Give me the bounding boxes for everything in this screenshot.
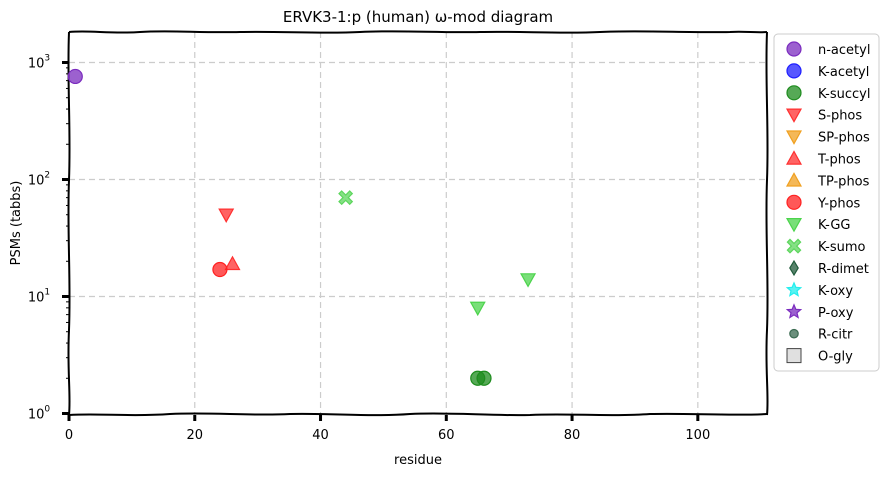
legend-label: SP-phos xyxy=(818,131,870,146)
legend-label: K-GG xyxy=(818,218,850,233)
legend-marker-Y-phos xyxy=(786,194,802,210)
legend-label: n-acetyl xyxy=(818,43,870,58)
y-tick-base: 10 xyxy=(28,174,45,189)
y-tick-exponent: 3 xyxy=(44,54,50,64)
chart-title: ERVK3-1:p (human) ω-mod diagram xyxy=(283,8,553,26)
x-axis-label: residue xyxy=(394,453,442,468)
data-point-K-GG xyxy=(469,301,486,317)
legend-label: K-acetyl xyxy=(818,65,869,80)
legend-label: O-gly xyxy=(818,350,853,365)
y-tick-label: 101 xyxy=(28,288,50,306)
legend-marker-R-citr xyxy=(789,328,799,339)
x-tick-label: 80 xyxy=(564,428,581,443)
data-point-K-GG xyxy=(520,273,537,288)
data-point-K-sumo xyxy=(338,190,354,206)
grid-lines xyxy=(69,32,767,415)
y-axis-label: PSMs (tabbs) xyxy=(9,181,24,266)
y-tick-base: 10 xyxy=(28,408,45,423)
legend-marker-P-oxy xyxy=(785,303,803,319)
y-tick-label: 102 xyxy=(28,171,50,189)
x-tick-label: 100 xyxy=(685,428,710,443)
x-tick-label: 40 xyxy=(312,428,329,443)
data-point-T-phos xyxy=(224,255,241,271)
data-point-n-acetyl xyxy=(67,68,83,85)
plot-border-right xyxy=(765,31,769,416)
legend-label: Y-phos xyxy=(817,196,861,211)
legend-label: R-citr xyxy=(818,328,853,343)
legend-label: K-sumo xyxy=(818,240,866,255)
y-tick-exponent: 2 xyxy=(44,171,50,181)
legend-marker-TP-phos xyxy=(785,172,803,187)
legend-label: TP-phos xyxy=(817,174,870,189)
x-tick-label: 20 xyxy=(186,428,203,443)
y-tick-label: 100 xyxy=(28,405,51,423)
legend-label: P-oxy xyxy=(818,306,854,321)
y-tick-exponent: 1 xyxy=(44,288,50,298)
legend-marker-n-acetyl xyxy=(786,41,802,57)
legend-marker-R-dimet xyxy=(789,259,799,277)
legend-marker-SP-phos xyxy=(785,130,803,145)
plot-border-top xyxy=(68,30,768,34)
x-tick-label: 0 xyxy=(65,428,73,443)
legend-items: n-acetyl K-acetyl K-succyl S-phos SP-phos T-p… xyxy=(785,41,870,365)
legend-label: R-dimet xyxy=(818,262,869,277)
plot-border-bottom xyxy=(68,412,768,417)
y-tick-label: 103 xyxy=(28,54,50,72)
legend-marker-K-oxy xyxy=(785,281,803,297)
x-tick-label: 60 xyxy=(438,428,455,443)
legend-label: S-phos xyxy=(818,109,862,124)
data-point-K-succyl xyxy=(476,370,492,386)
legend-marker-K-acetyl xyxy=(786,63,802,79)
y-tick-base: 10 xyxy=(28,57,45,72)
y-tick-exponent: 0 xyxy=(44,405,50,415)
legend-box xyxy=(773,33,880,372)
legend-marker-K-GG xyxy=(785,218,803,233)
legend: n-acetyl K-acetyl K-succyl S-phos SP-phos T-p… xyxy=(773,33,880,372)
data-points xyxy=(67,68,537,386)
legend-label: K-succyl xyxy=(818,87,870,102)
legend-marker-K-succyl xyxy=(786,85,802,101)
data-point-S-phos xyxy=(218,208,235,223)
y-tick-base: 10 xyxy=(28,291,45,306)
plot-border-left xyxy=(67,31,71,416)
legend-marker-T-phos xyxy=(785,150,803,165)
data-point-Y-phos xyxy=(212,261,228,278)
legend-label: T-phos xyxy=(817,153,861,168)
plot-frame xyxy=(67,30,769,417)
legend-label: K-oxy xyxy=(818,284,853,299)
legend-marker-K-sumo xyxy=(786,238,802,254)
legend-marker-O-gly xyxy=(786,348,802,364)
legend-marker-S-phos xyxy=(785,108,803,123)
